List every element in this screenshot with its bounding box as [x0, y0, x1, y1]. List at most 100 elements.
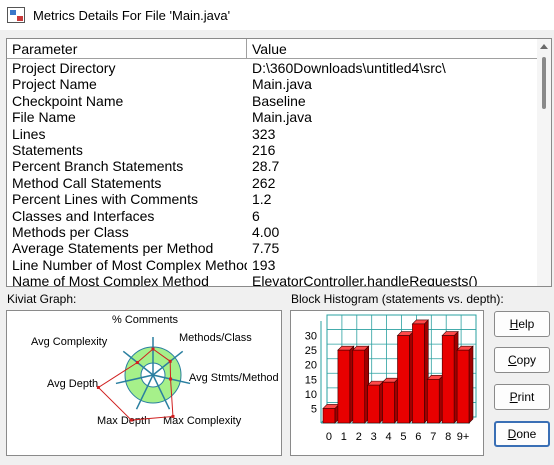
value-cell: Baseline [252, 92, 306, 109]
kiviat-axis [115, 374, 154, 385]
histogram-bar [397, 335, 410, 424]
kiviat-axis-label: Max Depth [97, 415, 150, 427]
histogram-bar [352, 349, 365, 424]
value-cell: 28.7 [252, 158, 280, 175]
parameter-cell: Project Name [12, 76, 97, 93]
kiviat-point [169, 377, 173, 381]
scrollbar-thumb[interactable] [542, 57, 546, 109]
parameter-cell: Lines [12, 125, 46, 142]
histogram-x-tick-label: 4 [385, 431, 391, 443]
histogram-y-tick-label: 10 [305, 389, 317, 401]
kiviat-label: Kiviat Graph: [7, 292, 77, 306]
histogram-bar [337, 349, 351, 424]
parameter-cell: Average Statements per Method [12, 240, 214, 257]
column-header-value[interactable]: Value [252, 41, 287, 57]
value-cell: 6 [252, 207, 260, 224]
kiviat-axis-label: Methods/Class [179, 332, 252, 344]
kiviat-axis [135, 374, 154, 410]
histogram-bar [322, 408, 336, 424]
table-row[interactable]: Classes and Interfaces 6 [7, 208, 537, 224]
parameter-cell: File Name [12, 109, 76, 126]
value-cell: 323 [252, 125, 276, 142]
kiviat-point [168, 359, 172, 363]
table-row[interactable]: Method Call Statements 262 [7, 175, 537, 191]
table-row[interactable]: Line Number of Most Complex Method 193 [7, 257, 537, 273]
histogram-y-tick-label: 25 [305, 345, 317, 357]
parameter-cell: Statements [12, 141, 83, 158]
histogram-x-tick-label: 3 [371, 431, 377, 443]
histogram-x-tick-label: 0 [326, 431, 332, 443]
block-histogram: 5 10 15 20 25 30 0 1 2 3 4 5 6 7 8 9+ [290, 310, 484, 456]
histogram-bar [456, 349, 470, 424]
metrics-table: Parameter Value Project Directory D:\360D… [6, 38, 552, 287]
histogram-bar-side [468, 345, 474, 424]
parameter-cell: Name of Most Complex Method [12, 273, 209, 287]
table-row[interactable]: Methods per Class 4.00 [7, 224, 537, 240]
table-header: Parameter Value [7, 39, 537, 59]
parameter-cell: Methods per Class [12, 223, 129, 240]
histogram-bar [441, 335, 455, 424]
histogram-x-tick-label: 7 [430, 431, 436, 443]
value-cell: Main.java [252, 109, 312, 126]
kiviat-axis-label: Max Complexity [163, 415, 242, 427]
table-row[interactable]: Average Statements per Method 7.75 [7, 240, 537, 256]
parameter-cell: Method Call Statements [12, 174, 162, 191]
value-cell: 216 [252, 141, 276, 158]
column-header-parameter[interactable]: Parameter [7, 39, 247, 58]
parameter-cell: Percent Branch Statements [12, 158, 184, 175]
window-title: Metrics Details For File 'Main.java' [33, 7, 231, 23]
table-row[interactable]: Name of Most Complex Method ElevatorContr… [7, 273, 537, 287]
value-cell: ElevatorController.handleRequests() [252, 273, 478, 287]
value-cell: 193 [252, 256, 276, 273]
kiviat-axis [152, 374, 171, 410]
table-row[interactable]: Project Name Main.java [7, 76, 537, 92]
value-cell: 1.2 [252, 191, 272, 208]
scroll-up-arrow-icon[interactable] [540, 44, 548, 49]
value-cell: Main.java [252, 76, 312, 93]
kiviat-point [171, 414, 175, 418]
value-cell: 262 [252, 174, 276, 191]
histogram-y-tick-label: 20 [305, 360, 317, 372]
parameter-cell: Line Number of Most Complex Method [12, 256, 247, 273]
copy-button[interactable]: Copy [494, 347, 550, 373]
table-row[interactable]: Statements 216 [7, 142, 537, 158]
histogram-x-tick-label: 2 [356, 431, 362, 443]
histogram-x-tick-label: 8 [445, 431, 451, 443]
kiviat-axis-label: Avg Stmts/Method [189, 372, 279, 384]
histogram-bar [382, 381, 395, 424]
value-cell: 4.00 [252, 223, 280, 240]
histogram-bar [367, 384, 380, 424]
kiviat-point [129, 418, 133, 422]
kiviat-axis-label: % Comments [112, 314, 179, 326]
vertical-scrollbar[interactable] [537, 39, 551, 286]
histogram-bar [412, 323, 425, 424]
kiviat-point [96, 385, 100, 389]
histogram-y-tick-label: 30 [305, 331, 317, 343]
histogram-y-tick-label: 15 [305, 374, 317, 386]
table-row[interactable]: Lines 323 [7, 126, 537, 142]
parameter-cell: Percent Lines with Comments [12, 191, 198, 208]
value-cell: D:\360Downloads\untitled4\src\ [252, 60, 446, 76]
app-icon [7, 7, 25, 23]
kiviat-plot [97, 348, 174, 421]
title-bar: Metrics Details For File 'Main.java' [0, 0, 554, 30]
print-button[interactable]: Print [494, 384, 550, 410]
histogram-x-tick-label: 1 [341, 431, 347, 443]
kiviat-axis-label: Avg Depth [47, 378, 98, 390]
table-row[interactable]: Project Directory D:\360Downloads\untitle… [7, 60, 537, 76]
histogram-x-tick-label: 5 [400, 431, 406, 443]
kiviat-graph: % Comments Methods/Class Avg Stmts/Method M… [6, 310, 282, 456]
table-row[interactable]: Checkpoint Name Baseline [7, 93, 537, 109]
table-row[interactable]: File Name Main.java [7, 109, 537, 125]
help-button[interactable]: Help [494, 311, 550, 337]
done-button[interactable]: Done [494, 421, 550, 447]
table-row[interactable]: Percent Branch Statements 28.7 [7, 158, 537, 174]
parameter-cell: Classes and Interfaces [12, 207, 155, 224]
kiviat-axis-label: Avg Complexity [31, 336, 108, 348]
histogram-x-tick-label: 6 [415, 431, 421, 443]
table-row[interactable]: Percent Lines with Comments 1.2 [7, 191, 537, 207]
histogram-bar [427, 378, 440, 424]
histogram-y-tick-label: 5 [311, 403, 317, 415]
